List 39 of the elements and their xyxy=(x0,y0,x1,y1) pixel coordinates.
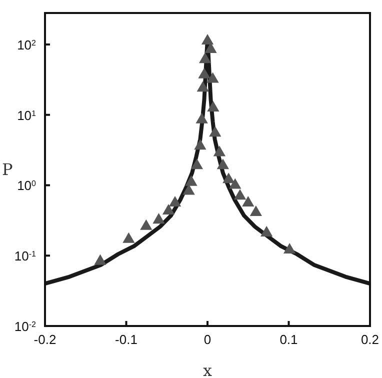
point xyxy=(198,52,212,64)
y-tick-label: 10$^{0}$ xyxy=(17,178,37,194)
point xyxy=(250,205,262,216)
point xyxy=(94,254,106,265)
point xyxy=(122,232,135,243)
point xyxy=(168,196,182,206)
point xyxy=(216,158,230,170)
point xyxy=(222,172,235,184)
point xyxy=(234,189,246,200)
point xyxy=(206,72,219,83)
point xyxy=(213,146,226,156)
point xyxy=(196,112,208,124)
point xyxy=(209,126,222,137)
x-tick-label: 0.2 xyxy=(360,332,380,348)
point xyxy=(207,101,220,112)
point xyxy=(162,204,175,215)
point xyxy=(182,184,195,195)
point xyxy=(198,68,210,78)
point xyxy=(190,158,204,170)
y-tick-label: 10$^{-1}$ xyxy=(14,248,37,264)
x-axis-title: x xyxy=(202,361,212,378)
point xyxy=(260,226,273,236)
point xyxy=(283,243,296,254)
y-tick-label: 10$^{-2}$ xyxy=(14,319,37,334)
x-tick-label: -0.2 xyxy=(34,332,56,348)
y-axis-title: P xyxy=(2,160,13,180)
point xyxy=(185,175,198,186)
point xyxy=(194,139,206,150)
x-tick-label: 0.1 xyxy=(280,332,298,348)
x-tick-label: -0.1 xyxy=(115,332,138,348)
point xyxy=(196,81,209,92)
point xyxy=(242,196,254,206)
x-tick-label: 0 xyxy=(204,332,212,348)
point xyxy=(152,213,165,224)
y-tick-label: 10$^{2}$ xyxy=(17,37,37,52)
point xyxy=(201,34,214,45)
point xyxy=(140,219,152,230)
point xyxy=(229,178,242,189)
y-tick-label: 10$^{1}$ xyxy=(17,108,37,123)
